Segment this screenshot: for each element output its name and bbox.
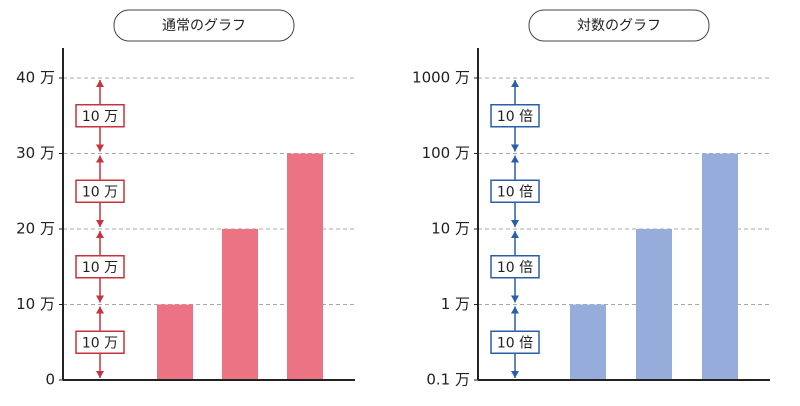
arrow-head: [511, 371, 519, 378]
arrow-head: [511, 231, 519, 238]
arrow-head: [511, 80, 519, 87]
annotation: 10 倍: [497, 184, 533, 200]
arrow-head: [96, 80, 104, 87]
bar: [157, 304, 193, 380]
bar: [702, 153, 738, 380]
annotation-box: [75, 330, 125, 354]
chart-title: 通常のグラフ: [162, 18, 246, 34]
y-tick-label: 30 万: [16, 144, 55, 162]
annotation: 10 倍: [497, 260, 533, 276]
y-tick-label: 10 万: [431, 220, 470, 238]
annotation: 10 万: [82, 184, 118, 200]
arrow-head: [511, 144, 519, 152]
annotation-box: [490, 330, 540, 354]
y-tick-label: 0: [45, 371, 55, 389]
annotation-box: [75, 255, 125, 279]
arrow-head: [96, 231, 104, 238]
y-tick-label: 20 万: [16, 220, 55, 238]
annotation-box: [490, 255, 540, 279]
annotation-box: [75, 179, 125, 203]
arrow-head: [96, 155, 104, 163]
annotation: 10 万: [82, 335, 118, 351]
annotation: 10 倍: [497, 109, 533, 125]
y-tick-label: 1000 万: [412, 69, 470, 87]
annotation-box: [490, 179, 540, 203]
annotation: 10 万: [82, 109, 118, 125]
arrow-head: [511, 295, 519, 303]
arrow-head: [511, 155, 519, 163]
arrow-head: [96, 144, 104, 152]
arrow-head: [96, 220, 104, 227]
y-tick-label: 0.1 万: [426, 371, 470, 389]
bar: [570, 304, 606, 380]
y-tick-label: 100 万: [422, 144, 470, 162]
y-tick-label: 10 万: [16, 295, 55, 313]
title-pill: [113, 9, 295, 42]
arrow-head: [96, 306, 104, 314]
chart-title: 対数のグラフ: [577, 18, 661, 34]
title-pill: [528, 9, 710, 42]
arrow-head: [511, 306, 519, 314]
arrow-head: [96, 295, 104, 303]
bar: [222, 229, 258, 380]
annotation-box: [490, 104, 540, 128]
annotation-box: [75, 104, 125, 128]
y-tick-label: 1 万: [441, 295, 470, 313]
bar: [636, 229, 672, 380]
arrow-head: [96, 371, 104, 378]
bar: [287, 153, 323, 380]
arrow-head: [511, 220, 519, 227]
y-tick-label: 40 万: [16, 69, 55, 87]
annotation: 10 万: [82, 260, 118, 276]
annotation: 10 倍: [497, 335, 533, 351]
